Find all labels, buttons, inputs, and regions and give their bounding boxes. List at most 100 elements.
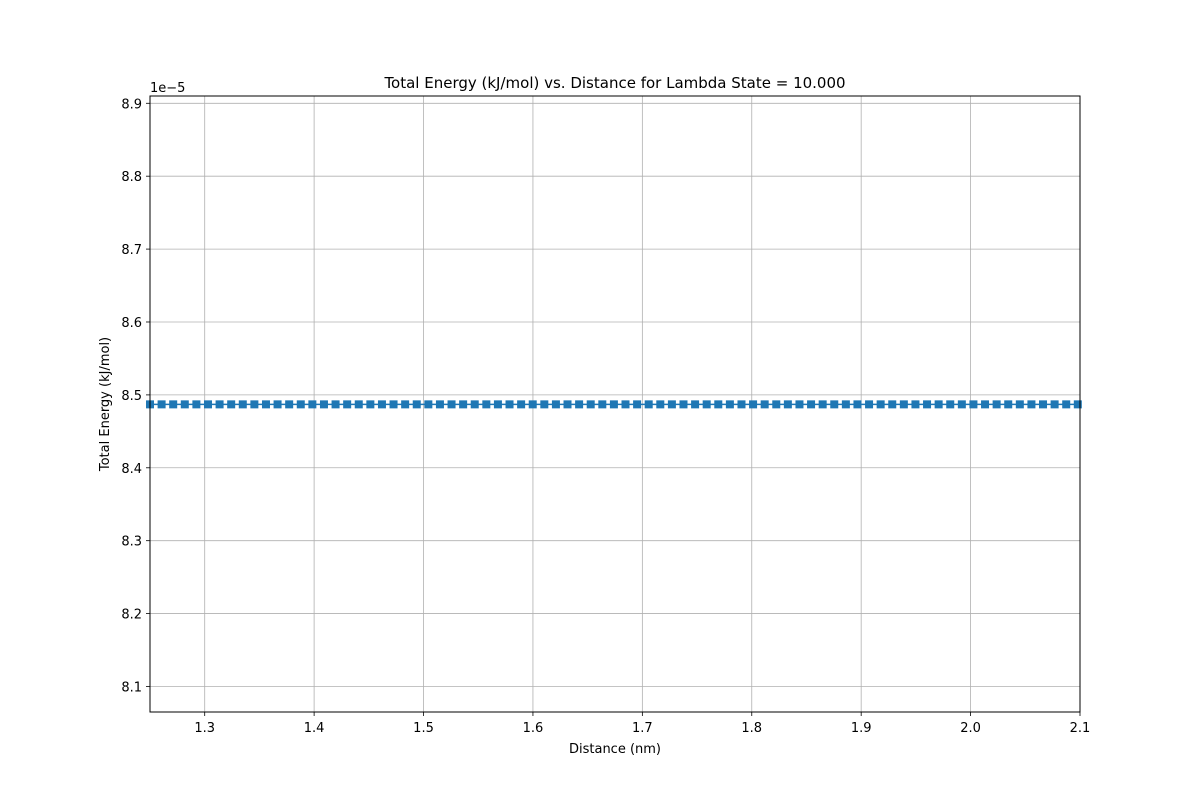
data-point-marker — [737, 400, 746, 409]
data-point-marker — [667, 400, 676, 409]
data-point-marker — [795, 400, 804, 409]
data-point-marker — [354, 400, 363, 409]
y-tick-label: 8.3 — [121, 535, 142, 550]
data-point-marker — [366, 400, 375, 409]
data-point-marker — [853, 400, 862, 409]
x-tick-label: 1.5 — [413, 721, 434, 736]
data-point-marker — [563, 400, 572, 409]
data-point-marker — [621, 400, 630, 409]
data-point-marker — [389, 400, 398, 409]
data-point-marker — [273, 400, 282, 409]
data-point-marker — [609, 400, 618, 409]
data-point-marker — [702, 400, 711, 409]
data-point-marker — [934, 400, 943, 409]
data-point-marker — [1039, 400, 1048, 409]
data-point-marker — [876, 400, 885, 409]
data-point-marker — [157, 400, 166, 409]
data-point-marker — [447, 400, 456, 409]
gridlines — [150, 96, 1081, 712]
data-point-marker — [818, 400, 827, 409]
data-point-marker — [586, 400, 595, 409]
data-point-marker — [203, 400, 212, 409]
data-point-marker — [807, 400, 816, 409]
data-point-marker — [1050, 400, 1059, 409]
data-point-marker — [830, 400, 839, 409]
data-point-marker — [981, 400, 990, 409]
x-tick-label: 1.9 — [851, 721, 872, 736]
data-point-marker — [238, 400, 247, 409]
data-point-marker — [470, 400, 479, 409]
plot-frame — [149, 95, 1081, 713]
data-point-marker — [633, 400, 642, 409]
data-point-marker — [598, 400, 607, 409]
x-tick-label: 1.3 — [194, 721, 215, 736]
x-tick-label: 1.8 — [741, 721, 762, 736]
y-tick-label: 8.1 — [121, 680, 142, 695]
x-tick-label: 1.6 — [523, 721, 544, 736]
y-tick-label: 8.7 — [121, 243, 142, 258]
data-point-marker — [760, 400, 769, 409]
x-tick-label: 2.0 — [960, 721, 981, 736]
data-point-marker — [899, 400, 908, 409]
data-point-marker — [459, 400, 468, 409]
data-point-marker — [192, 400, 201, 409]
data-point-marker — [528, 400, 537, 409]
data-point-marker — [1062, 400, 1071, 409]
data-point-marker — [401, 400, 410, 409]
x-axis-ticks: 1.3 1.4 1.5 1.6 1.7 1.8 1.9 2.0 2.1 — [194, 712, 1090, 736]
data-point-marker — [783, 400, 792, 409]
x-tick-label: 1.7 — [632, 721, 653, 736]
data-point-marker — [1015, 400, 1024, 409]
x-tick-label: 1.4 — [304, 721, 325, 736]
data-point-marker — [493, 400, 502, 409]
data-point-marker — [377, 400, 386, 409]
data-point-marker — [285, 400, 294, 409]
y-axis-ticks: 8.1 8.2 8.3 8.4 8.5 8.6 8.7 8.8 8.9 — [121, 97, 150, 695]
data-point-marker — [957, 400, 966, 409]
chart-title: Total Energy (kJ/mol) vs. Distance for L… — [383, 74, 845, 92]
data-point-marker — [656, 400, 665, 409]
data-point-marker — [331, 400, 340, 409]
data-point-marker — [923, 400, 932, 409]
y-tick-label: 8.6 — [121, 316, 142, 331]
data-point-marker — [772, 400, 781, 409]
data-point-marker — [215, 400, 224, 409]
data-point-marker — [888, 400, 897, 409]
data-point-marker — [343, 400, 352, 409]
y-tick-label: 8.4 — [121, 462, 142, 477]
data-point-marker — [1004, 400, 1013, 409]
data-point-marker — [435, 400, 444, 409]
y-axis-offset-text: 1e−5 — [150, 81, 185, 96]
data-point-marker — [841, 400, 850, 409]
data-point-marker — [551, 400, 560, 409]
y-tick-label: 8.8 — [121, 170, 142, 185]
data-point-marker — [644, 400, 653, 409]
data-point-marker — [482, 400, 491, 409]
data-point-marker — [1027, 400, 1036, 409]
data-point-marker — [169, 400, 178, 409]
data-point-marker — [946, 400, 955, 409]
data-point-marker — [714, 400, 723, 409]
data-point-marker — [969, 400, 978, 409]
y-tick-label: 8.9 — [121, 97, 142, 112]
x-axis-label: Distance (nm) — [569, 742, 661, 757]
data-point-marker — [865, 400, 874, 409]
data-point-marker — [261, 400, 270, 409]
data-point-marker — [296, 400, 305, 409]
data-point-marker — [227, 400, 236, 409]
data-point-marker — [517, 400, 526, 409]
x-tick-label: 2.1 — [1070, 721, 1091, 736]
data-point-marker — [424, 400, 433, 409]
data-point-marker — [412, 400, 421, 409]
data-point-marker — [679, 400, 688, 409]
y-axis-label: Total Energy (kJ/mol) — [98, 337, 113, 472]
data-point-marker — [250, 400, 259, 409]
data-point-marker — [308, 400, 317, 409]
data-point-marker — [691, 400, 700, 409]
y-tick-label: 8.5 — [121, 389, 142, 404]
data-point-marker — [725, 400, 734, 409]
data-point-marker — [749, 400, 758, 409]
data-point-marker — [319, 400, 328, 409]
